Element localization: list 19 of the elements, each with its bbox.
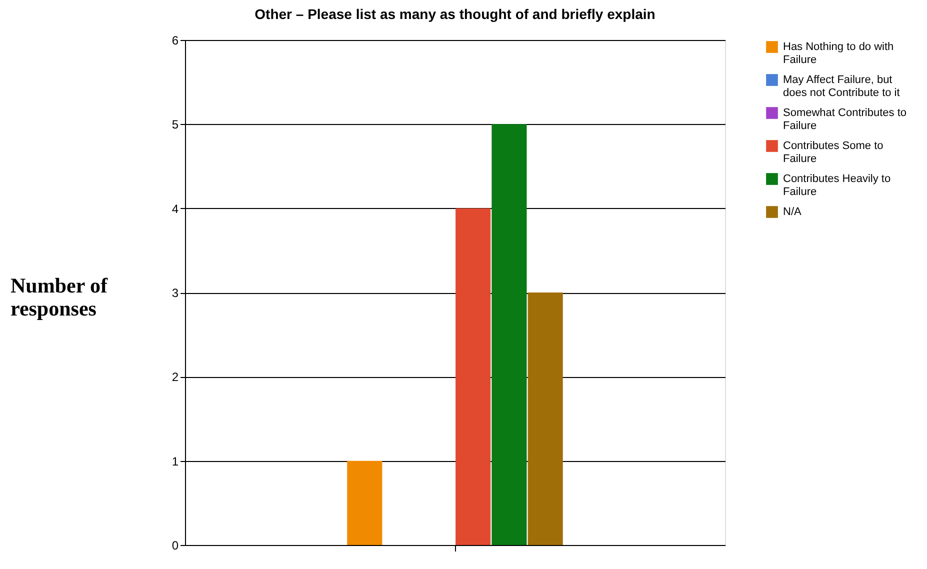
y-tick-label: 2 xyxy=(172,370,179,384)
legend-label: May Affect Failure, but does not Contribute to it xyxy=(783,74,900,99)
bar xyxy=(456,208,491,545)
y-tick-label: 6 xyxy=(172,34,179,48)
legend-label: Contributes Heavily to Failure xyxy=(783,173,891,198)
y-tick-label: 0 xyxy=(172,538,179,552)
legend-label: N/A xyxy=(783,206,802,218)
legend-label: Somewhat Contributes to Failure xyxy=(783,107,907,132)
y-tick-label: 3 xyxy=(172,286,179,300)
bar xyxy=(347,460,382,545)
bar xyxy=(528,292,563,545)
chart-title: Other – Please list as many as thought of and briefly explain xyxy=(254,6,656,22)
y-tick-label: 4 xyxy=(172,202,179,216)
y-axis-title: Number of responses xyxy=(10,274,109,320)
y-tick-label: 5 xyxy=(172,118,179,132)
legend-label: Contributes Some to Failure xyxy=(783,140,884,165)
y-tick-label: 1 xyxy=(172,454,179,468)
bar xyxy=(492,124,527,545)
legend-label: Has Nothing to do with Failure xyxy=(783,41,894,66)
